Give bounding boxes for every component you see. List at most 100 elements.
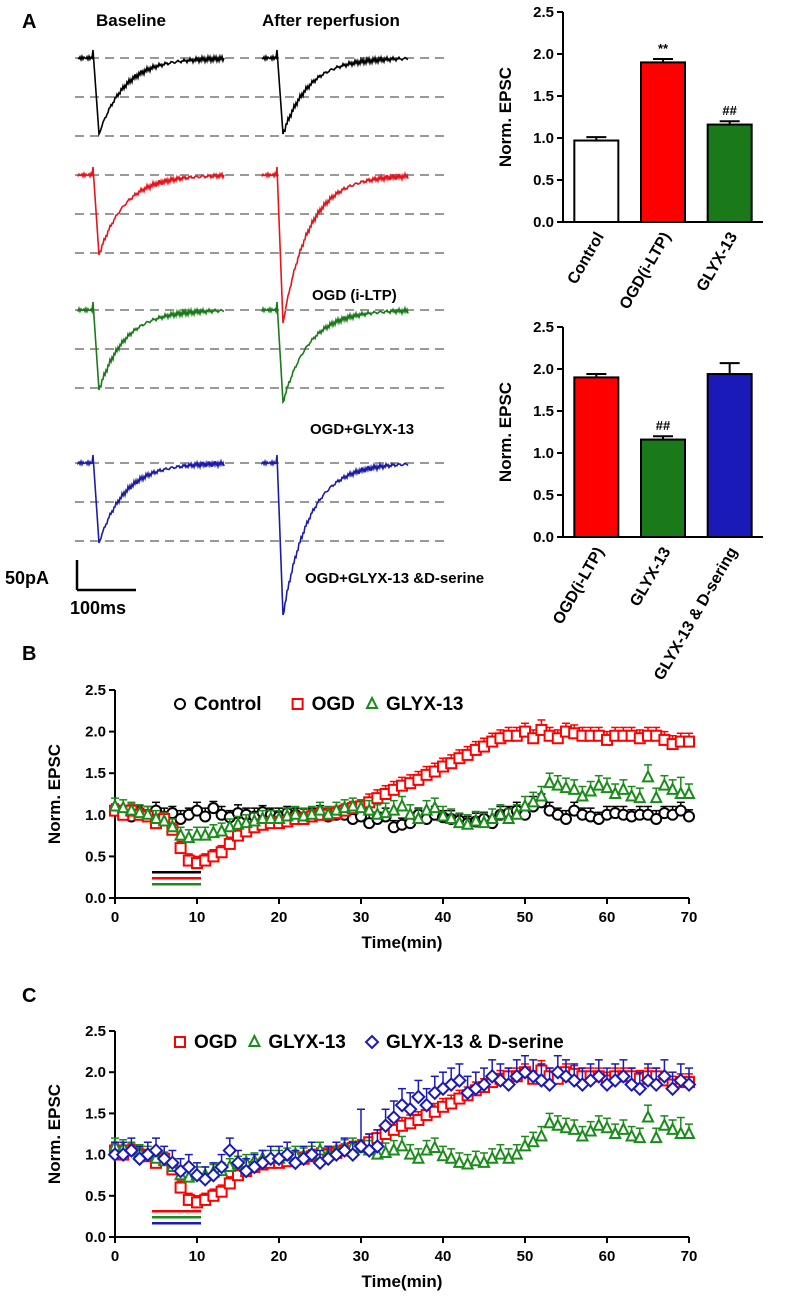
data-point-diamond [230,1155,246,1171]
data-point-triangle [477,1154,491,1168]
data-point-triangle [411,1150,426,1164]
data-point-triangle [444,1150,458,1164]
x-axis-title: Time(min) [362,1272,443,1291]
significance-marker: ## [656,418,671,433]
y-tick-label: 0.0 [85,1229,106,1246]
y-tick-label: 0.5 [533,487,554,504]
data-point-triangle [665,781,680,795]
data-point-triangle [255,810,270,824]
data-point-triangle [657,777,672,791]
y-tick-label: 2.5 [85,1023,106,1040]
x-tick-label: 30 [353,909,370,926]
y-tick-label: 2.5 [533,4,554,21]
data-point-diamond [164,1155,180,1171]
y-axis-title: Norm. EPSC [45,1084,64,1184]
data-point-diamond [632,1081,648,1097]
scale-time-label: 100ms [70,598,126,618]
data-point-triangle [559,779,573,794]
data-point-triangle [411,810,426,824]
data-point-triangle [567,1121,581,1135]
data-point-triangle [264,810,278,824]
significance-marker: ## [722,103,737,118]
data-point-triangle [387,802,401,816]
legend: Control OGD GLYX-13 [174,694,463,715]
data-point-triangle [624,788,639,802]
scale-amp-label: 50pA [5,568,49,588]
data-point-triangle [510,806,524,820]
data-point-triangle [501,1150,516,1164]
epsc-trace-row4-baseline [77,454,225,544]
category-label-glyx-13: GLYX-13 [694,229,741,294]
legend-label-glyx-13-d-serine: GLYX-13 & D-serine [386,1032,564,1053]
y-axis-title: Norm. EPSC [496,382,515,482]
x-axis-title: Time(min) [362,933,443,952]
legend-label-glyx-13: GLYX-13 [386,694,463,715]
legend-marker-glyx-13 [365,695,379,709]
data-point-triangle [428,1139,442,1154]
data-point-triangle [518,1138,532,1152]
data-point-triangle [649,789,663,804]
data-point-triangle [403,806,417,820]
data-point-triangle [518,798,532,812]
data-point-triangle [362,802,376,816]
data-point-diamond [615,1068,631,1084]
traces-area [75,49,445,616]
y-tick-label: 1.5 [85,1105,106,1122]
data-point-triangle [214,823,229,837]
x-tick-label: 60 [599,909,616,926]
data-point-circle [207,802,220,815]
data-point-diamond [542,1077,558,1092]
x-tick-label: 50 [517,909,534,926]
data-point-triangle [501,810,516,824]
y-tick-label: 0.0 [85,890,106,907]
data-point-triangle [403,1146,417,1160]
data-point-triangle [633,789,647,804]
panel-label-c: C [22,985,36,1007]
x-tick-label: 50 [517,1248,534,1265]
category-label-glyx-13: GLYX-13 [627,544,674,609]
data-point-triangle [190,827,204,841]
y-tick-label: 1.5 [85,765,106,782]
data-point-triangle [132,804,147,819]
x-tick-label: 70 [681,909,698,926]
legend-label-ogd: OGD [312,694,355,715]
data-point-triangle [305,806,319,820]
trace-title-baseline: Baseline [96,11,166,30]
data-point-triangle [657,1117,672,1131]
data-point-triangle [665,1121,680,1135]
data-point-diamond [648,1077,664,1092]
cond-label-glyx-dserine: OGD+GLYX-13 &D-serine [305,570,484,587]
data-point-triangle [157,813,171,827]
data-point-triangle [624,1128,639,1142]
data-point-diamond [451,1073,467,1088]
data-point-diamond [123,1143,139,1158]
data-point-triangle [534,788,549,802]
data-point-triangle [592,1117,606,1131]
y-tick-label: 2.0 [533,361,554,378]
data-point-triangle [452,814,467,829]
data-point-triangle [616,1121,631,1135]
data-point-square [174,1181,187,1194]
series-glyx-13-d-serine [107,1054,697,1187]
data-point-triangle [173,827,188,841]
y-tick-label: 1.0 [85,1147,106,1164]
x-tick-label: 20 [271,1248,288,1265]
data-point-circle [560,812,572,825]
data-point-diamond [419,1097,435,1113]
data-point-triangle [469,813,483,827]
data-point-triangle [428,799,442,814]
data-point-triangle [149,810,163,824]
y-tick-label: 2.0 [85,1064,106,1081]
panel-label-b: B [22,643,36,665]
data-point-triangle [469,1152,483,1167]
data-point-diamond [656,1068,672,1084]
y-tick-label: 0.0 [533,529,554,546]
data-point-triangle [124,802,139,816]
data-point-diamond [501,1077,517,1092]
data-point-diamond [205,1167,221,1183]
y-tick-label: 1.5 [533,403,554,420]
data-point-square [215,846,228,859]
data-point-triangle [108,798,122,812]
series-ogd [109,719,695,870]
y-tick-label: 1.0 [533,445,554,462]
